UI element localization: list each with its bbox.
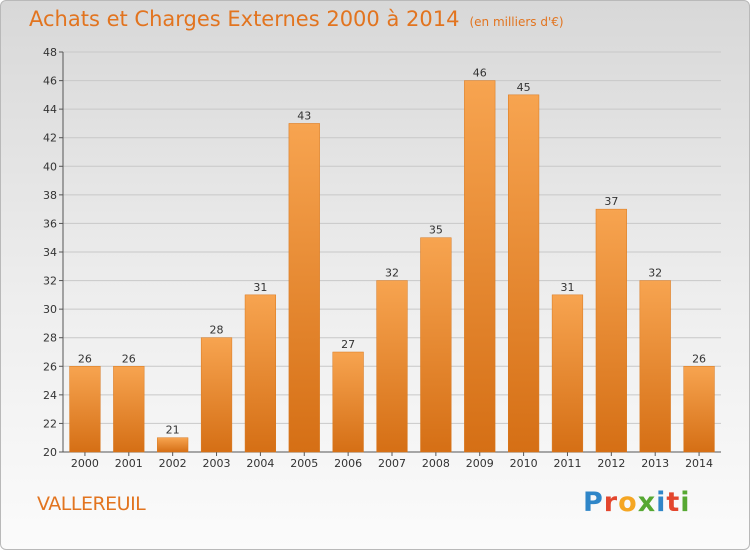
chart-title: Achats et Charges Externes 2000 à 2014 (e… [29,7,564,31]
bar-2005 [288,123,320,453]
bar-2010 [507,94,540,453]
logo-letter: x [637,487,657,518]
logo-letter: t [666,487,681,518]
bar-2012 [595,208,627,453]
x-tick-label-2004: 2004 [246,457,274,470]
bar-2004 [244,294,277,453]
y-tick-label: 48 [43,46,57,59]
logo-letter: P [583,487,604,518]
x-tick-label-2003: 2003 [203,457,231,470]
bar-2000 [69,366,101,453]
y-tick-label: 40 [43,160,57,173]
logo-letter: i [680,487,691,518]
data-label-2002: 21 [166,424,180,437]
x-tick-labels: 2000 2001 2002 2003 2004 2005 2006 2007 2008 2009… [71,457,713,470]
chart-subtitle: (en milliers d'€) [469,15,564,29]
data-label-2004: 31 [253,281,267,294]
x-tick-label-2007: 2007 [378,457,406,470]
bar-2009 [464,80,496,453]
x-tick-label-2006: 2006 [334,457,362,470]
y-tick-label: 26 [43,360,57,373]
x-tick-label-2013: 2013 [641,457,669,470]
bar-2007 [376,280,408,453]
x-tick-label-2012: 2012 [597,457,625,470]
x-tick-label-2008: 2008 [422,457,450,470]
chart-title-text: Achats et Charges Externes 2000 à 2014 [29,7,460,31]
y-tick-label: 46 [43,75,57,88]
data-label-2014: 26 [692,352,706,365]
data-label-2000: 26 [78,352,92,365]
bar-2014 [683,366,715,453]
bar-2001 [113,366,145,453]
bars [69,80,715,453]
bar-2008 [420,237,452,453]
x-tick-label-2010: 2010 [510,457,538,470]
data-label-2005: 43 [297,109,311,122]
y-tick-label: 36 [43,217,57,230]
data-label-2008: 35 [429,224,443,237]
y-tick-label: 32 [43,275,57,288]
logo-letter: r [603,487,619,518]
data-label-2003: 28 [210,324,224,337]
y-tick-label: 38 [43,189,57,202]
bar-2006 [332,351,364,453]
x-tick-label-2011: 2011 [553,457,581,470]
data-label-2011: 31 [560,281,574,294]
y-tick-labels: 20 22 24 26 28 30 32 34 36 38 40 42 44 46 48 [43,46,57,459]
bar-2013 [639,280,671,453]
x-tick-label-2002: 2002 [159,457,187,470]
logo-letter: i [656,487,667,518]
data-label-2006: 27 [341,338,355,351]
y-tick-label: 34 [43,246,57,259]
data-label-2010: 45 [517,81,531,94]
data-label-2001: 26 [122,352,136,365]
x-tick-label-2001: 2001 [115,457,143,470]
y-tick-label: 24 [43,389,57,402]
bar-2011 [551,294,584,453]
x-tick-label-2009: 2009 [466,457,494,470]
proxiti-logo: Proxiti [583,487,691,518]
data-label-2012: 37 [604,195,618,208]
y-tick-label: 22 [43,417,57,430]
x-tick-label-2005: 2005 [290,457,318,470]
data-label-2007: 32 [385,267,399,280]
data-label-2009: 46 [473,67,487,80]
y-tick-label: 42 [43,132,57,145]
y-tick-label: 30 [43,303,57,316]
data-label-2013: 32 [648,267,662,280]
data-labels: 26 26 21 28 31 43 27 32 35 46 45 31 37 32 26 [78,67,706,437]
bar-2003 [200,337,233,453]
y-tick-label: 44 [43,103,57,116]
bar-2002 [157,437,189,453]
y-tick-label: 20 [43,446,57,459]
y-tick-label: 28 [43,332,57,345]
logo-letter: o [618,487,638,518]
x-tick-label-2000: 2000 [71,457,99,470]
x-tick-label-2014: 2014 [685,457,713,470]
place-label: VALLEREUIL [37,493,146,515]
